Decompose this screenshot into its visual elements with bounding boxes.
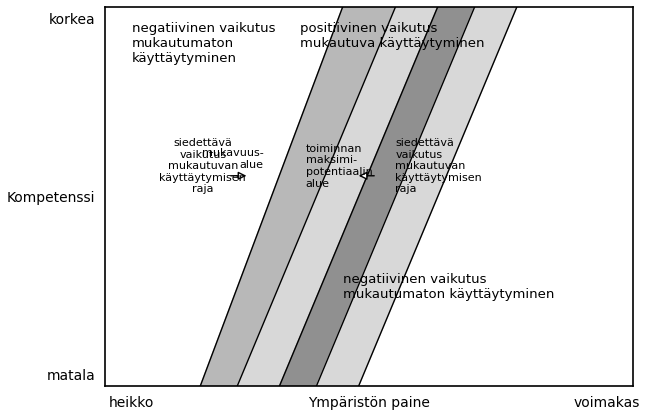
Text: siedettävä
vaikutus
mukautuvan
käyttäytymisen
raja: siedettävä vaikutus mukautuvan käyttäyty… [159,138,246,194]
Text: mukavuus-
alue: mukavuus- alue [202,148,264,169]
Text: negatiivinen vaikutus
mukautumaton
käyttäytyminen: negatiivinen vaikutus mukautumaton käytt… [132,22,275,65]
Polygon shape [279,7,474,386]
Polygon shape [237,7,437,386]
Text: negatiivinen vaikutus
mukautumaton käyttäytyminen: negatiivinen vaikutus mukautumaton käytt… [343,273,554,301]
Text: toiminnan
maksimi-
potentiaalin
alue: toiminnan maksimi- potentiaalin alue [306,144,373,188]
Polygon shape [316,7,517,386]
Text: positiivinen vaikutus
mukautuva käyttäytyminen: positiivinen vaikutus mukautuva käyttäyt… [301,22,485,50]
Polygon shape [200,7,395,386]
Text: siedettävä
vaikutus
mukautuvan
käyttäytymisen
raja: siedettävä vaikutus mukautuvan käyttäyty… [395,138,482,194]
